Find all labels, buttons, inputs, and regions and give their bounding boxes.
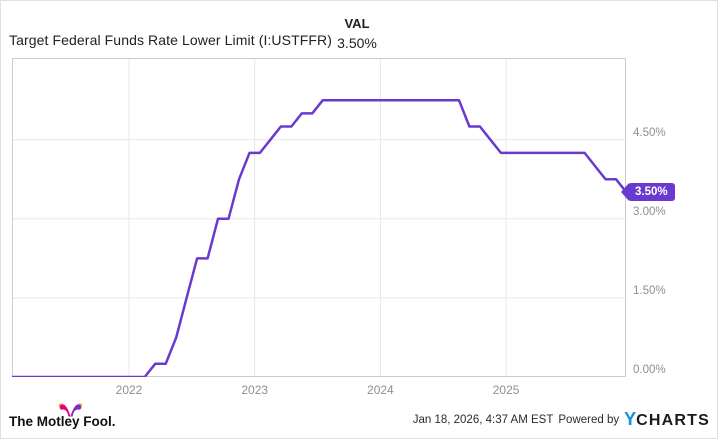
timestamp: Jan 18, 2026, 4:37 AM EST [412,413,554,426]
x-tick-label: 2023 [241,383,269,397]
y-tick-label: 0.00% [633,364,666,376]
chart-svg [12,58,626,377]
val-column-header: VAL [344,16,370,31]
powered-by-label: Powered by [558,413,620,426]
chart-title: Target Federal Funds Rate Lower Limit (I… [9,32,333,48]
ycharts-y-glyph: Y [624,409,637,429]
plot-border [12,58,626,377]
jester-hat-icon [58,403,83,417]
val-current-value: 3.50% [337,35,377,51]
x-tick-label: 2022 [115,383,143,397]
last-value-tag: 3.50% [628,183,675,202]
last-value-tag-text: 3.50% [635,186,668,199]
footer-attribution: Jan 18, 2026, 4:37 AM EST Powered by YCH… [413,410,710,429]
y-tick-label: 3.00% [633,205,666,218]
plot-area [12,58,626,377]
y-tick-label: 4.50% [633,126,666,139]
motley-fool-wordmark: The Motley Fool. [9,414,116,429]
y-tick-label: 1.50% [633,284,666,297]
x-tick-label: 2025 [492,383,520,397]
motley-fool-logo[interactable]: The Motley Fool. [9,403,116,429]
rate-line [12,98,626,377]
x-tick-label: 2024 [367,383,394,397]
ycharts-wordmark: CHARTS [636,412,710,429]
val-column: VAL 3.50% [317,16,397,51]
ycharts-logo[interactable]: YCHARTS [624,410,710,429]
